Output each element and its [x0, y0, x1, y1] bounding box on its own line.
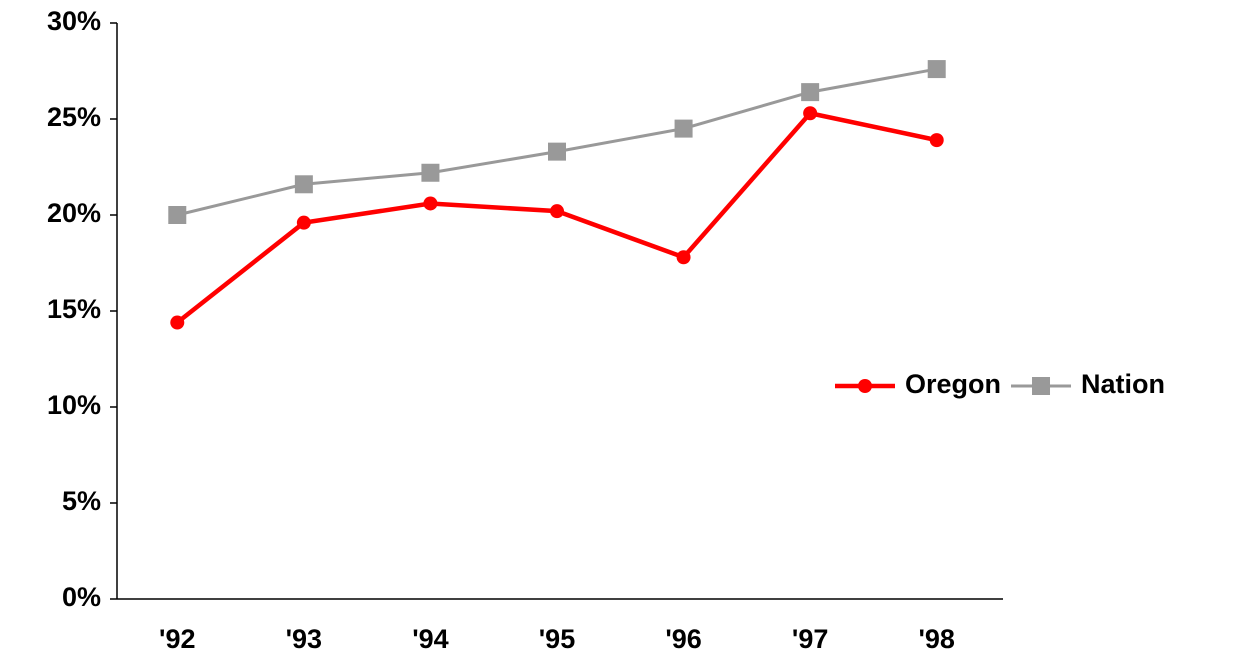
marker — [803, 106, 818, 121]
legend-label: Nation — [1081, 369, 1165, 399]
y-tick-label: 15% — [47, 294, 101, 324]
x-tick-label: '97 — [792, 624, 828, 654]
marker — [548, 142, 566, 161]
marker — [170, 315, 185, 330]
series-line — [176, 67, 937, 217]
y-tick-label: 0% — [62, 582, 101, 612]
y-tick-label: 20% — [47, 198, 101, 228]
marker — [423, 196, 438, 211]
marker — [168, 206, 187, 224]
y-tick-label: 25% — [47, 102, 101, 132]
marker — [296, 215, 311, 230]
marker — [294, 175, 313, 194]
marker — [927, 60, 946, 79]
y-tick-label: 5% — [62, 486, 101, 516]
marker — [858, 379, 872, 393]
y-tick-label: 10% — [47, 390, 101, 420]
marker — [801, 83, 820, 102]
marker — [674, 119, 693, 138]
x-tick-label: '92 — [159, 624, 195, 654]
x-tick-label: '96 — [665, 624, 701, 654]
x-tick-label: '93 — [286, 624, 322, 654]
legend-label: Oregon — [905, 369, 1001, 399]
marker — [421, 163, 440, 182]
x-tick-label: '94 — [412, 624, 448, 654]
marker — [550, 204, 564, 219]
x-tick-label: '95 — [539, 624, 575, 654]
marker — [1032, 377, 1051, 395]
marker — [676, 250, 691, 265]
x-tick-label: '98 — [918, 624, 954, 654]
y-tick-label: 30% — [47, 6, 101, 36]
marker — [929, 133, 944, 148]
